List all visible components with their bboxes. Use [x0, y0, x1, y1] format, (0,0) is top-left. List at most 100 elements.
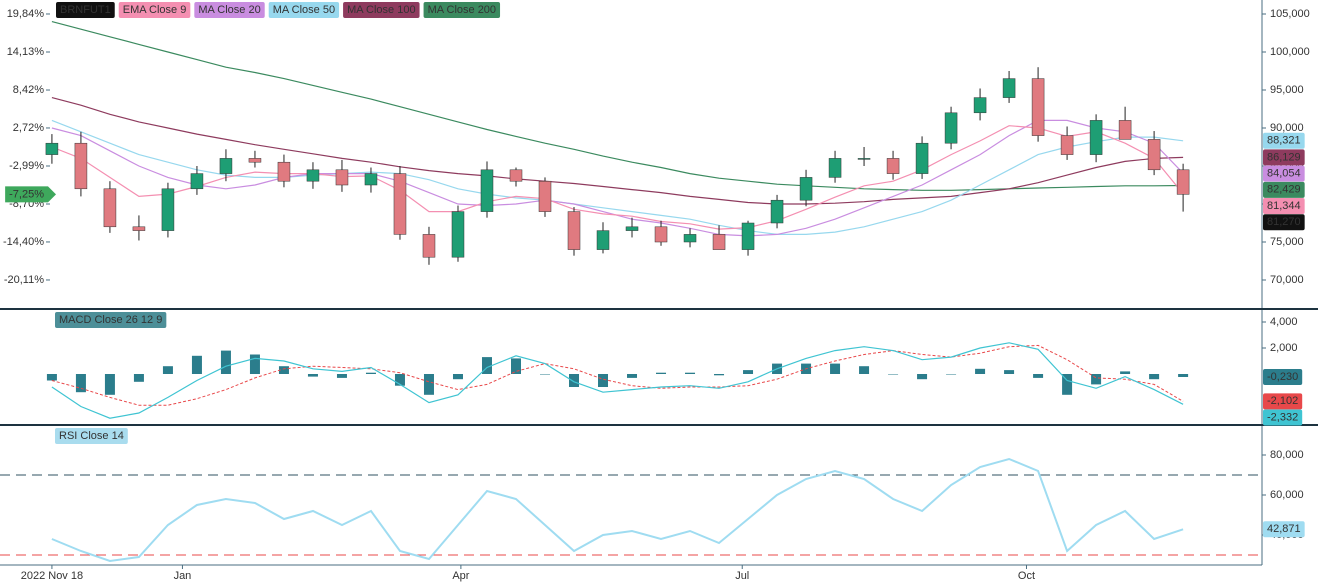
y2-tick-label: 14,13%: [7, 46, 45, 58]
histogram-bar: [191, 355, 202, 375]
legend-item-text: MA Close 50: [273, 4, 335, 16]
y2-tick-label: -2,99%: [9, 160, 44, 172]
candle-body: [1118, 120, 1132, 140]
histogram-bar: [714, 374, 725, 376]
legend-item: [423, 2, 501, 18]
value-badge-text: -2,102: [1267, 395, 1298, 407]
ma-line: [51, 125, 1184, 230]
candle-body: [306, 169, 320, 182]
legend-item: [268, 2, 340, 18]
change-badge-text: -7,25%: [9, 188, 44, 200]
x-tick-label: Oct: [1018, 570, 1035, 582]
candle-body: [857, 158, 871, 160]
candle-body: [74, 142, 88, 190]
value-badge-text: 88,321: [1267, 135, 1301, 147]
candle-body: [828, 158, 842, 178]
histogram-bar: [685, 372, 696, 375]
y2-tick-label: 19,84%: [7, 8, 45, 20]
value-badge: [1263, 181, 1305, 198]
histogram-bar: [656, 372, 667, 375]
pane-title-text: MACD Close 26 12 9: [59, 314, 162, 326]
candle-body: [161, 188, 175, 231]
candle-body: [770, 199, 784, 224]
histogram-bar: [1033, 374, 1044, 378]
histogram-bar: [1178, 374, 1189, 377]
candle-body: [683, 234, 697, 243]
y-tick-label: 100,000: [1270, 46, 1310, 58]
legend-item-text: EMA Close 9: [123, 4, 187, 16]
ma-line: [51, 97, 1184, 205]
y2-tick-label: -20,11%: [4, 274, 44, 286]
candle-body: [1060, 135, 1074, 155]
value-badge: [1263, 368, 1303, 385]
value-badge-text: -0,230: [1267, 371, 1298, 383]
histogram-bar: [481, 357, 492, 375]
y-tick-label: 70,000: [1270, 274, 1304, 286]
change-badge: [5, 186, 48, 203]
legend-item-text: BRNFUT1: [60, 4, 111, 16]
x-tick-label: Apr: [452, 570, 469, 582]
candle-body: [1031, 78, 1045, 136]
legend-item: [194, 2, 265, 18]
candle-body: [567, 211, 581, 250]
histogram-bar: [569, 374, 580, 388]
candle-body: [132, 226, 146, 231]
histogram-bar: [1091, 374, 1102, 385]
histogram-bar: [133, 374, 144, 382]
rsi-line: [51, 457, 1184, 563]
y-tick-label: 60,000: [1270, 489, 1304, 501]
y-tick-label: 95,000: [1270, 84, 1304, 96]
legend-item: [56, 2, 115, 18]
histogram-bar: [743, 370, 754, 375]
value-badge-text: 81,270: [1267, 216, 1301, 228]
histogram-bar: [365, 372, 376, 375]
value-badge: [1263, 393, 1303, 410]
histogram-bar: [162, 366, 173, 375]
signal-line: [51, 344, 1184, 406]
candle-body: [45, 142, 59, 155]
value-badge: [1263, 521, 1305, 538]
macd-line: [51, 342, 1184, 419]
pane-title: [55, 428, 128, 444]
y2-tick-label: 2,72%: [13, 122, 44, 134]
histogram-bar: [888, 374, 899, 375]
value-badge-text: 82,429: [1267, 184, 1301, 196]
histogram-bar: [598, 374, 609, 388]
x-tick-label: 2022 Nov 18: [21, 570, 83, 582]
histogram-bar: [46, 374, 57, 381]
histogram-bar: [627, 374, 638, 378]
candle-body: [103, 188, 117, 228]
candle-body: [915, 142, 929, 174]
histogram-bar: [452, 374, 463, 380]
candle-body: [654, 226, 668, 243]
candle-body: [248, 158, 262, 163]
x-tick-label: Jan: [174, 570, 192, 582]
y-tick-label: 80,000: [1270, 449, 1304, 461]
value-badge: [1263, 132, 1305, 149]
histogram-bar: [336, 374, 347, 378]
candle-body: [973, 97, 987, 114]
y-tick-label: 75,000: [1270, 236, 1304, 248]
candle-body: [480, 169, 494, 212]
pane-title: [55, 312, 167, 328]
candle-body: [1089, 120, 1103, 155]
value-badge-text: 42,871: [1267, 523, 1301, 535]
histogram-bar: [917, 374, 928, 380]
legend-item: [343, 2, 420, 18]
value-badge-text: 84,054: [1267, 168, 1301, 180]
value-badge-text: 86,129: [1267, 151, 1301, 163]
pane-title-text: RSI Close 14: [59, 430, 124, 442]
histogram-bar: [220, 350, 231, 375]
legend-item-text: MA Close 100: [347, 4, 415, 16]
histogram-bar: [1062, 374, 1073, 395]
candle-body: [1176, 169, 1190, 195]
histogram-bar: [859, 366, 870, 375]
candle-body: [422, 234, 436, 258]
legend-item-text: MA Close 20: [198, 4, 260, 16]
candle-body: [1147, 139, 1161, 171]
candle-body: [596, 230, 610, 250]
candle-body: [944, 112, 958, 144]
histogram-bar: [510, 358, 521, 375]
